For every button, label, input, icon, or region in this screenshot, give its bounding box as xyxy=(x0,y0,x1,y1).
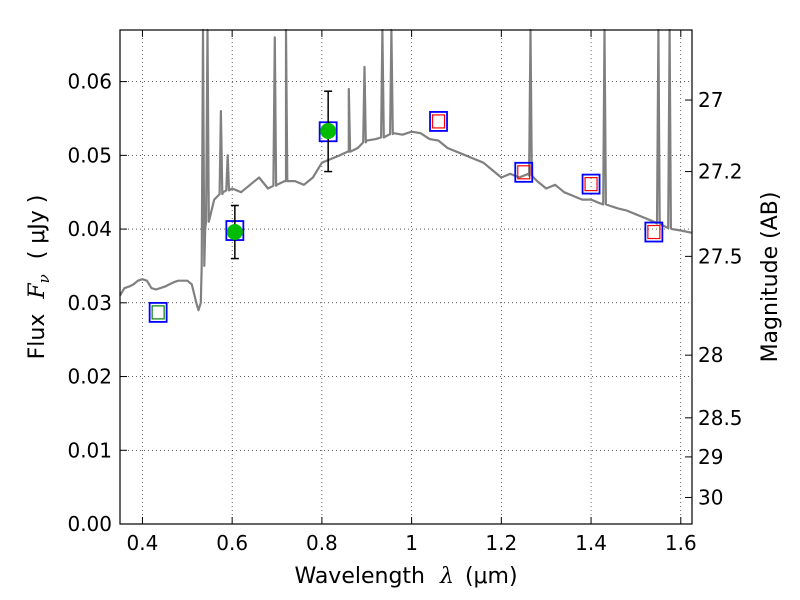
y2-tick-label: 28 xyxy=(698,343,723,367)
x-axis-label-unit: (μm) xyxy=(465,564,518,589)
y-tick-label: 0.01 xyxy=(67,438,112,462)
y2-tick-label: 29 xyxy=(698,445,723,469)
template-spectrum-line xyxy=(119,28,693,312)
y-tick-label: 0.04 xyxy=(67,217,112,241)
y-axis-label-text: Flux xyxy=(25,314,50,360)
model-photometry-square xyxy=(644,221,664,243)
model-photometry-square xyxy=(514,161,534,183)
x-axis-label-symbol: λ xyxy=(439,564,454,589)
upper-limit-square xyxy=(647,224,661,240)
y2-tick-label: 30 xyxy=(698,485,723,509)
y-axis-label-unit: ( μJy ) xyxy=(25,195,50,260)
model-photometry-square xyxy=(581,173,601,195)
y2-tick-label: 27.5 xyxy=(698,244,743,268)
model-photometry-square xyxy=(429,111,448,132)
grid-lines xyxy=(120,30,692,525)
x-tick-label: 1.2 xyxy=(485,531,517,555)
y2-tick-label: 27.2 xyxy=(698,160,743,184)
y2-axis-label: Magnitude (AB) xyxy=(758,192,783,363)
x-tick-label: 0.4 xyxy=(127,531,159,555)
x-tick-label: 1 xyxy=(405,531,418,555)
y2-tick-label: 28.5 xyxy=(698,406,743,430)
x-axis-label-text: Wavelength xyxy=(294,564,425,589)
upper-limit-square xyxy=(517,165,531,180)
y-axis-label-symbol: F xyxy=(25,283,50,300)
x-tick-label: 1.6 xyxy=(665,531,697,555)
detection-point xyxy=(226,224,243,241)
x-axis-label: Wavelength λ (μm) xyxy=(294,564,517,589)
upper-limit-square xyxy=(151,305,165,320)
y-tick-label: 0.03 xyxy=(67,291,112,315)
plot-frame xyxy=(119,29,693,525)
tick-labels: 0.4 0.6 0.8 1 1.2 1.4 1.6 0.00 0.01 0.02 0.03 0.04 0… xyxy=(67,70,742,555)
axis-ticks xyxy=(120,30,692,525)
detection-point xyxy=(320,123,337,140)
y-tick-label: 0.00 xyxy=(67,512,112,536)
upper-limit-square xyxy=(431,114,446,129)
x-tick-label: 0.8 xyxy=(306,531,338,555)
y-tick-label: 0.06 xyxy=(67,70,112,94)
model-photometry-square xyxy=(148,301,168,323)
y-tick-label: 0.05 xyxy=(67,143,112,167)
y-axis-label: Flux Fν ( μJy ) xyxy=(25,195,55,360)
upper-limit-square xyxy=(584,176,598,192)
x-tick-label: 1.4 xyxy=(575,531,607,555)
y2-tick-label: 27 xyxy=(698,88,723,112)
y-tick-label: 0.02 xyxy=(67,365,112,389)
x-tick-label: 0.6 xyxy=(216,531,248,555)
y-axis-label-subscript: ν xyxy=(35,274,53,283)
chart-series xyxy=(119,28,693,323)
